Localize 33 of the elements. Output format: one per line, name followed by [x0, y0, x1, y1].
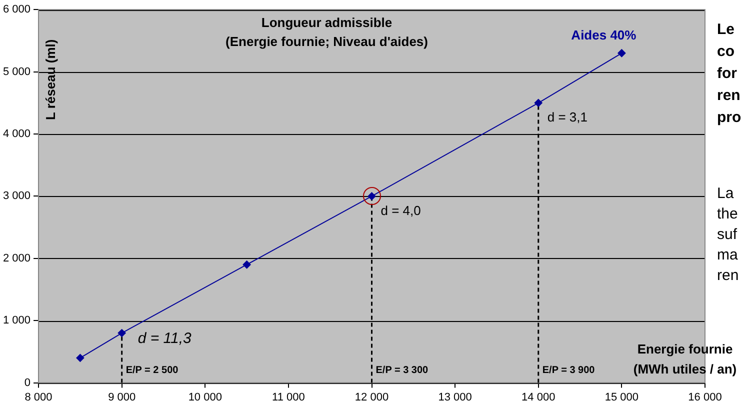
x-tick-label: 13 000	[438, 391, 472, 404]
x-tick-label: 9 000	[108, 391, 136, 404]
point	[118, 329, 126, 338]
x-tick-label: 15 000	[604, 391, 639, 404]
series-label: Aides 40%	[571, 28, 637, 43]
annotation: E/P = 2 500	[126, 365, 179, 376]
text: Longueur admissible (Energie fournie; Niveau d'aides)	[226, 15, 428, 50]
point	[534, 98, 542, 107]
annotation: d = 11,3	[138, 330, 192, 348]
y-axis-title: L réseau (ml)	[43, 39, 58, 120]
y-tick-label: 1 000	[2, 314, 31, 327]
point	[618, 49, 626, 58]
text: Le co for ren pro	[717, 21, 742, 126]
y-tick-label: 0	[24, 376, 31, 389]
annotation: E/P = 3 300	[376, 365, 429, 376]
x-tick-label: 8 000	[24, 391, 52, 404]
point	[76, 354, 84, 362]
y-tick-label: 6 000	[2, 4, 31, 16]
annotation: d = 3,1	[547, 109, 588, 124]
y-tick-label: 2 000	[2, 252, 31, 264]
x-axis-title: Energie fournie (MWh utiles / an)	[633, 341, 737, 376]
y-tick-label: 3 000	[2, 190, 31, 202]
x-tick-label: 10 000	[188, 391, 222, 404]
x-tick-label: 16 000	[688, 391, 722, 404]
x-tick-label: 12 000	[354, 391, 389, 404]
x-tick-label: 11 000	[272, 391, 305, 404]
annotation: E/P = 3 900	[542, 365, 596, 376]
annotation: d = 4,0	[380, 202, 421, 218]
y-tick-label: 4 000	[2, 128, 31, 140]
text: La the suf ma ren	[717, 185, 739, 284]
point	[242, 260, 251, 269]
x-tick-label: 14 000	[522, 391, 556, 404]
y-tick-label: 5 000	[2, 66, 31, 78]
